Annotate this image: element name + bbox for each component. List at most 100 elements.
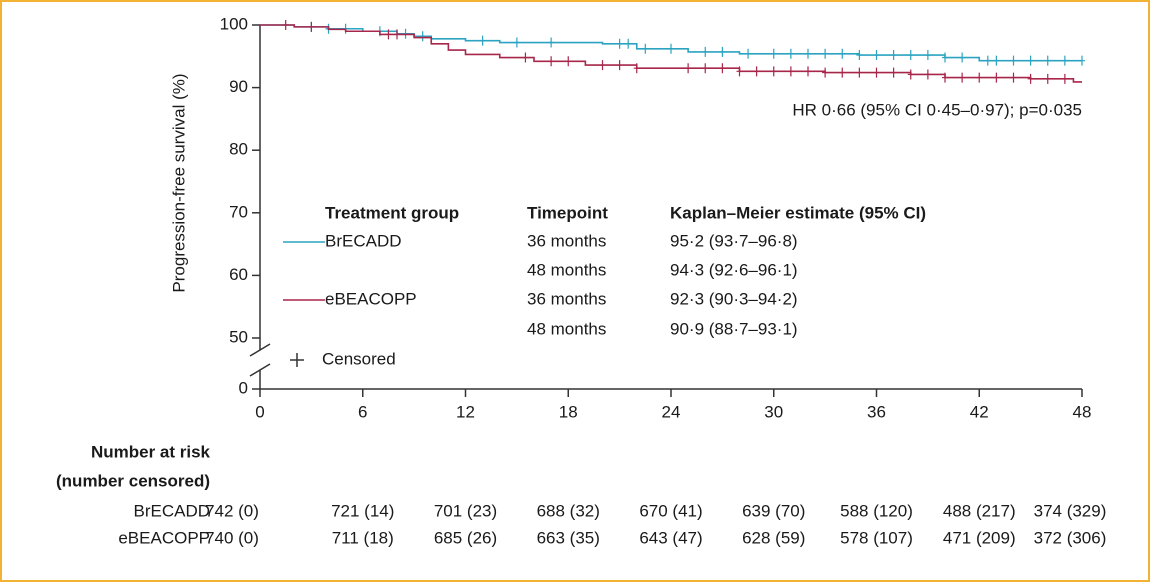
censor-mark [685, 63, 692, 74]
censor-mark [770, 48, 777, 59]
censor-mark [479, 35, 486, 46]
risk-row-name: BrECADD [133, 501, 210, 520]
risk-subtitle: (number censored) [56, 471, 210, 490]
risk-cell: 639 (70) [742, 501, 805, 520]
legend-header: Kaplan–Meier estimate (95% CI) [670, 203, 926, 222]
x-tick-label: 12 [456, 402, 475, 421]
censor-mark [745, 48, 752, 59]
legend-cell: eBEACOPP [325, 289, 417, 308]
risk-cell: 372 (306) [1034, 528, 1107, 547]
risk-cell: 688 (32) [537, 501, 600, 520]
risk-cell: 588 (120) [840, 501, 913, 520]
censor-mark [719, 46, 726, 57]
censor-mark [993, 72, 1000, 83]
censor-mark [770, 66, 777, 77]
censor-mark [959, 72, 966, 83]
y-tick-label: 50 [229, 327, 248, 346]
censor-mark [1079, 55, 1085, 66]
legend-cell: 90·9 (88·7–93·1) [670, 319, 798, 338]
risk-cell: 740 (0) [205, 528, 259, 547]
censor-mark [805, 66, 811, 77]
censor-mark [805, 48, 811, 59]
censor-mark [419, 31, 426, 42]
axis-break [249, 363, 271, 377]
censor-mark [625, 38, 632, 49]
risk-cell: 685 (26) [434, 528, 497, 547]
x-tick-label: 18 [559, 402, 578, 421]
censor-mark [1044, 55, 1051, 66]
risk-cell: 374 (329) [1034, 501, 1107, 520]
censor-mark [822, 67, 829, 78]
risk-title: Number at risk [91, 442, 211, 461]
x-tick-label: 30 [764, 402, 783, 421]
legend-header: Timepoint [527, 203, 608, 222]
censor-mark [959, 52, 966, 63]
censor-mark [282, 20, 289, 30]
censor-mark [753, 66, 760, 77]
legend-cell: 95·2 (93·7–96·8) [670, 231, 798, 250]
censor-mark [1010, 72, 1017, 83]
censor-mark [548, 56, 555, 67]
censor-mark [873, 67, 880, 78]
censor-symbol [290, 353, 304, 367]
censor-mark [839, 48, 846, 59]
risk-cell: 721 (14) [331, 501, 394, 520]
censor-mark [856, 67, 863, 78]
censor-mark [822, 48, 829, 59]
risk-cell: 663 (35) [537, 528, 600, 547]
risk-cell: 711 (18) [332, 528, 394, 547]
censor-mark [942, 72, 948, 83]
censor-mark [984, 55, 991, 66]
censor-mark [522, 52, 529, 63]
censor-mark [873, 50, 880, 61]
censor-mark [599, 60, 606, 71]
censor-mark [668, 43, 674, 54]
censor-mark [616, 38, 623, 49]
censor-mark [993, 55, 1000, 66]
risk-cell: 628 (59) [742, 528, 805, 547]
legend-cell: 36 months [527, 289, 606, 308]
y-tick-label: 90 [229, 77, 248, 96]
x-tick-label: 42 [970, 402, 989, 421]
legend-cell: BrECADD [325, 231, 402, 250]
risk-cell: 701 (23) [434, 501, 497, 520]
censor-mark [787, 48, 794, 59]
y-tick-label: 60 [229, 265, 248, 284]
censor-mark [924, 69, 931, 80]
censor-mark [308, 21, 315, 32]
censor-mark [1010, 55, 1017, 66]
y-tick-label: 0 [239, 378, 248, 397]
x-tick-label: 6 [358, 402, 367, 421]
legend-cell: 48 months [527, 260, 606, 279]
censor-mark [1027, 55, 1034, 66]
censor-mark [702, 46, 709, 57]
censor-mark [719, 63, 726, 74]
risk-cell: 471 (209) [943, 528, 1016, 547]
y-tick-label: 70 [229, 202, 248, 221]
legend-censored: Censored [322, 349, 396, 368]
y-tick-label: 80 [229, 140, 248, 159]
censor-mark [548, 37, 555, 48]
x-tick-label: 48 [1073, 402, 1092, 421]
censor-mark [1027, 73, 1034, 84]
survival-curve [260, 24, 1082, 83]
risk-cell: 488 (217) [943, 501, 1016, 520]
risk-cell: 643 (47) [639, 528, 702, 547]
censor-mark [907, 69, 914, 80]
censor-mark [702, 63, 709, 74]
risk-cell: 742 (0) [205, 501, 259, 520]
censor-mark [565, 56, 572, 67]
legend-cell: 94·3 (92·6–96·1) [670, 260, 798, 279]
censor-mark [642, 43, 649, 54]
censor-mark [394, 29, 400, 40]
censor-mark [1061, 55, 1068, 66]
axis-break [249, 343, 271, 357]
risk-cell: 578 (107) [840, 528, 913, 547]
censor-mark [924, 50, 931, 61]
y-axis-label: Progression-free survival (%) [169, 73, 188, 292]
legend-cell: 92·3 (90·3–94·2) [670, 289, 798, 308]
censor-mark [890, 67, 897, 78]
